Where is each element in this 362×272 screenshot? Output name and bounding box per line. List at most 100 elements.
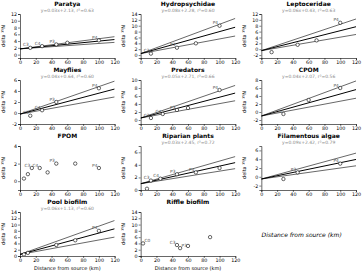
line-layer xyxy=(261,153,356,179)
regression-line xyxy=(141,163,236,184)
x-axis-tick: 120 xyxy=(111,190,120,197)
y-axis-tick: 14 xyxy=(11,210,20,215)
x-axis-tick: 60 xyxy=(306,190,312,197)
point xyxy=(46,171,49,174)
point xyxy=(218,24,221,27)
point-label: C0 xyxy=(145,238,151,243)
x-axis-tick-label: 40 xyxy=(170,60,176,65)
y-axis-tick-label: 2 xyxy=(135,110,138,115)
label-layer: P3P4 xyxy=(291,158,339,172)
x-axis-tick: 120 xyxy=(111,256,120,263)
y-axis-tick-label: 12 xyxy=(11,12,17,17)
y-axis-tick: 10 xyxy=(252,18,261,23)
label-layer: C3C4P3P4 xyxy=(23,83,98,116)
plot-area xyxy=(141,18,236,55)
x-axis-tick-label: 80 xyxy=(322,60,328,65)
y-axis-tick: 2 xyxy=(14,162,20,167)
x-axis-tick-label: 60 xyxy=(185,60,191,65)
y-axis-tick-label: 10 xyxy=(132,223,138,228)
y-axis-tick: 0 xyxy=(135,188,141,193)
y-axis-tick-label: 4 xyxy=(135,163,138,168)
x-axis-tick: 0 xyxy=(260,124,263,131)
point-label: P3 xyxy=(291,167,297,172)
point xyxy=(40,44,43,47)
y-axis-tick: 12 xyxy=(11,12,20,17)
y-axis-tick: 8 xyxy=(135,229,141,234)
x-axis-tick: 100 xyxy=(336,58,345,65)
y-axis-tick-label: 8 xyxy=(135,86,138,91)
x-axis-tick-label: 80 xyxy=(322,192,328,197)
y-axis-tick: 10 xyxy=(11,19,20,24)
regression-line xyxy=(261,27,356,51)
point-label: C4 xyxy=(35,41,41,46)
equation: y=0.06x+1.13, r²=0.60 xyxy=(41,206,94,211)
y-axis-tick-mark xyxy=(259,37,261,38)
x-axis-tick: 60 xyxy=(65,58,71,65)
y-axis-tick: 10 xyxy=(11,223,20,228)
x-axis-tick: 0 xyxy=(19,124,22,131)
x-axis-tick: 100 xyxy=(215,58,224,65)
point xyxy=(145,187,148,190)
y-axis-tick: 6 xyxy=(255,148,261,153)
y-axis-tick-label: 10 xyxy=(132,24,138,29)
y-axis-tick-mark xyxy=(139,14,141,15)
x-axis-tick: 100 xyxy=(215,256,224,263)
point xyxy=(208,235,211,238)
y-axis-tick-label: 2 xyxy=(14,100,17,105)
y-axis-tick-label: 2 xyxy=(135,248,138,253)
point-label: P4 xyxy=(189,167,195,172)
x-axis-tick-label: 20 xyxy=(33,258,39,263)
y-axis-tick: 4 xyxy=(14,89,20,94)
y-axis-tick-label: 0 xyxy=(255,110,258,115)
x-axis-tick-label: 120 xyxy=(111,60,120,65)
x-axis-tick-label: 100 xyxy=(215,60,224,65)
equation: y=0.04x+0.64, r²=0.60 xyxy=(41,74,94,79)
point xyxy=(149,179,152,182)
point-label: P4 xyxy=(213,85,219,90)
y-axis-tick-label: 4 xyxy=(135,102,138,107)
y-axis-tick-mark xyxy=(139,104,141,105)
panel-title: Riffle biofilm xyxy=(167,198,210,205)
regression-line xyxy=(261,98,356,116)
label-layer: C3C4P3P4 xyxy=(144,85,219,118)
regression-line xyxy=(141,27,236,53)
panel: 020406080100120024681012C3C4P3P4Paratyay… xyxy=(0,0,120,65)
x-axis-tick-label: 20 xyxy=(275,192,281,197)
equation: y=0.05x+2.71, r²=0.66 xyxy=(161,74,214,79)
x-axis-tick-label: 0 xyxy=(140,60,143,65)
y-axis-tick-label: 6 xyxy=(14,32,17,37)
x-axis-tick-label: 40 xyxy=(290,192,296,197)
y-axis-tick: 12 xyxy=(11,216,20,221)
y-axis-tick-mark xyxy=(139,96,141,97)
y-axis-tick-mark xyxy=(259,26,261,27)
y-axis-tick-mark xyxy=(259,168,261,169)
x-axis-tick-label: 40 xyxy=(290,126,296,131)
y-axis-tick-label: 6 xyxy=(14,78,17,83)
label-layer: P4 xyxy=(92,225,98,230)
y-axis-tick-label: 2 xyxy=(14,46,17,51)
y-axis-tick: 12 xyxy=(132,216,141,221)
point-label: P3 xyxy=(49,97,55,102)
y-axis-tick-mark xyxy=(139,237,141,238)
y-axis-tick-label: 0 xyxy=(14,254,17,259)
y-axis-tick-mark xyxy=(139,80,141,81)
x-axis-tick-label: 60 xyxy=(65,192,71,197)
y-axis-tick: 4 xyxy=(255,36,261,41)
regression-line xyxy=(20,97,115,114)
x-axis-tick-label: 80 xyxy=(81,60,87,65)
y-axis-tick-label: 2 xyxy=(135,47,138,52)
line-layer xyxy=(261,19,356,51)
y-axis: 02468101214 xyxy=(11,210,21,259)
y-axis-title: delta ¹⁵N xyxy=(120,157,126,179)
y-axis-tick: 2 xyxy=(14,248,20,253)
x-axis-tick-label: 0 xyxy=(19,126,22,131)
y-axis-tick-label: 10 xyxy=(11,19,17,24)
point xyxy=(29,46,32,49)
point-layer xyxy=(145,166,221,190)
x-axis-tick-label: 100 xyxy=(95,60,104,65)
point xyxy=(97,87,100,90)
y-axis-tick: 8 xyxy=(255,24,261,29)
y-axis-tick-label: 4 xyxy=(14,144,17,149)
point xyxy=(282,177,285,180)
y-axis: 0246 xyxy=(135,147,142,194)
